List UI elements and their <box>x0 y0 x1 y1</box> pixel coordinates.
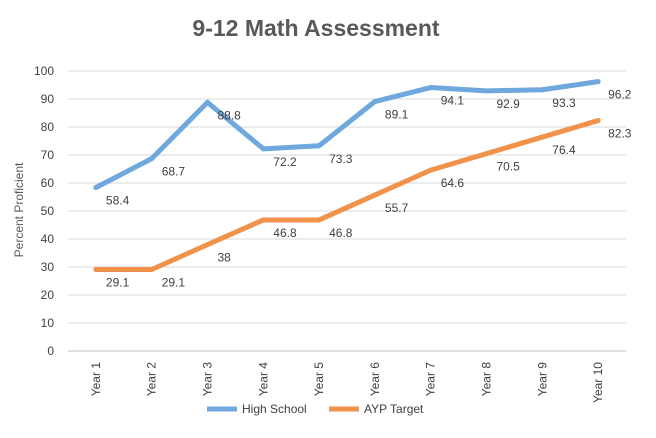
x-tick-label: Year 4 <box>256 362 270 397</box>
data-point <box>372 192 378 198</box>
data-label: 38 <box>218 251 232 265</box>
x-tick-label: Year 7 <box>424 362 438 397</box>
data-point <box>428 167 434 173</box>
series-lines <box>93 79 601 273</box>
x-tick-label: Year 5 <box>312 362 326 397</box>
data-labels: 58.4 68.7 88.8 72.2 73.3 89.1 94.1 92.9 93.3 96.2… <box>106 88 632 290</box>
data-point <box>484 151 489 157</box>
data-label: 29.1 <box>106 276 130 290</box>
data-label: 73.3 <box>329 152 353 166</box>
data-point <box>149 267 155 273</box>
y-axis-ticks: 0 10 20 30 40 50 60 70 80 90 100 <box>34 64 54 358</box>
y-axis-label: Percent Proficient <box>12 162 26 257</box>
y-tick-label: 100 <box>34 64 54 78</box>
legend-label-high-school: High School <box>242 402 307 416</box>
y-tick-label: 30 <box>41 260 55 274</box>
data-label: 46.8 <box>329 226 353 240</box>
data-label: 46.8 <box>273 226 297 240</box>
x-tick-label: Year 2 <box>145 362 159 397</box>
data-point <box>595 118 601 124</box>
data-label: 55.7 <box>385 201 409 215</box>
y-tick-label: 10 <box>41 316 55 330</box>
data-label: 58.4 <box>106 193 130 207</box>
data-point <box>260 146 266 152</box>
data-point <box>93 184 99 190</box>
data-label: 96.2 <box>608 88 632 102</box>
data-point <box>428 85 434 91</box>
x-tick-label: Year 8 <box>480 362 494 397</box>
data-label: 70.5 <box>497 160 521 174</box>
data-point <box>539 134 545 140</box>
data-point <box>539 87 545 93</box>
data-point <box>316 143 322 149</box>
data-label: 93.3 <box>552 96 576 110</box>
y-tick-label: 40 <box>41 232 55 246</box>
x-tick-label: Year 9 <box>535 362 549 397</box>
data-point <box>372 99 378 105</box>
y-tick-label: 60 <box>41 176 55 190</box>
y-tick-label: 90 <box>41 92 55 106</box>
data-point <box>260 217 266 223</box>
data-point <box>205 99 210 105</box>
y-tick-label: 50 <box>41 204 55 218</box>
legend-label-ayp-target: AYP Target <box>364 402 424 416</box>
data-label: 89.1 <box>385 108 409 122</box>
x-tick-label: Year 10 <box>591 362 605 403</box>
data-point <box>93 267 99 273</box>
data-label: 88.8 <box>218 108 242 122</box>
data-point <box>149 156 155 162</box>
data-point <box>595 79 601 85</box>
chart-title: 9-12 Math Assessment <box>192 15 439 41</box>
data-label: 82.3 <box>608 127 632 141</box>
data-point <box>316 217 322 223</box>
data-point <box>484 88 489 94</box>
x-tick-label: Year 1 <box>89 362 103 397</box>
series-line-0 <box>93 79 601 190</box>
data-label: 64.6 <box>441 176 465 190</box>
legend: High School AYP Target <box>207 402 424 416</box>
series-line-1 <box>93 118 601 273</box>
data-label: 72.2 <box>273 155 297 169</box>
data-label: 29.1 <box>162 276 186 290</box>
x-tick-label: Year 6 <box>368 362 382 397</box>
y-tick-label: 70 <box>41 148 55 162</box>
gridlines <box>68 70 626 324</box>
y-tick-label: 0 <box>47 344 54 358</box>
x-axis-ticks: Year 1 Year 2 Year 3 Year 4 Year 5 Year 6 Year… <box>89 362 605 403</box>
data-label: 92.9 <box>497 97 521 111</box>
data-label: 68.7 <box>162 165 186 179</box>
data-point <box>205 242 210 248</box>
y-tick-label: 80 <box>41 120 55 134</box>
data-label: 76.4 <box>552 143 576 157</box>
x-tick-label: Year 3 <box>201 362 215 397</box>
y-tick-label: 20 <box>41 288 55 302</box>
data-label: 94.1 <box>441 94 465 108</box>
